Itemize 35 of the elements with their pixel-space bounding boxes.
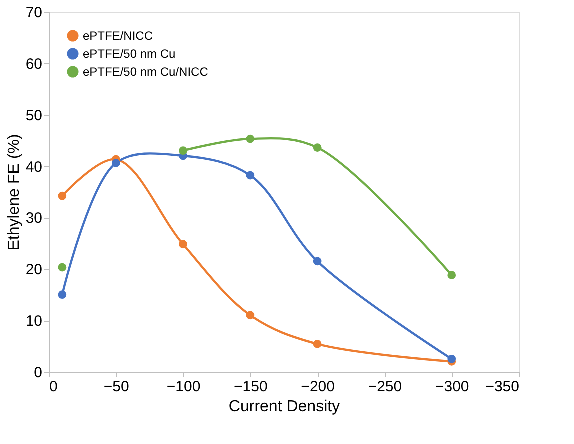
point bbox=[112, 159, 120, 168]
x-tick-label: 0 bbox=[50, 378, 58, 396]
point bbox=[313, 257, 322, 266]
point bbox=[179, 240, 188, 249]
point bbox=[313, 144, 322, 152]
point bbox=[58, 290, 67, 300]
x-tick-label: −350 bbox=[486, 378, 520, 396]
point bbox=[58, 263, 67, 272]
y-tick-label: 10 bbox=[26, 313, 42, 330]
point bbox=[58, 192, 67, 200]
y-tick-label: 60 bbox=[26, 56, 42, 73]
legend-label: ePTFE/50 nm Cu bbox=[83, 47, 176, 61]
x-tick-label: −300 bbox=[435, 378, 470, 396]
y-tick-label: 30 bbox=[26, 210, 42, 228]
y-tick-label: 50 bbox=[26, 107, 42, 124]
y-tick-label: 0 bbox=[34, 364, 42, 382]
x-tick-label: −100 bbox=[166, 378, 201, 396]
point bbox=[246, 171, 255, 180]
point bbox=[246, 134, 255, 144]
point bbox=[246, 311, 255, 320]
x-tick-label: −250 bbox=[368, 378, 402, 396]
point bbox=[313, 340, 322, 348]
legend-label: ePTFE/NICC bbox=[83, 29, 154, 43]
y-tick-label: 70 bbox=[26, 4, 42, 22]
y-tick-label: 40 bbox=[26, 158, 42, 176]
x-axis-title: Current Density bbox=[228, 398, 340, 416]
x-tick-label: −150 bbox=[234, 378, 268, 396]
y-tick-label: 20 bbox=[26, 262, 42, 279]
x-tick-label: −50 bbox=[104, 378, 130, 396]
point bbox=[448, 354, 456, 364]
point bbox=[448, 271, 456, 280]
legend-label: ePTFE/50 nm Cu/NICC bbox=[83, 65, 209, 79]
point bbox=[179, 146, 188, 156]
x-tick-label: −200 bbox=[301, 378, 335, 396]
y-axis-title: Ethylene FE (%) bbox=[6, 134, 23, 251]
